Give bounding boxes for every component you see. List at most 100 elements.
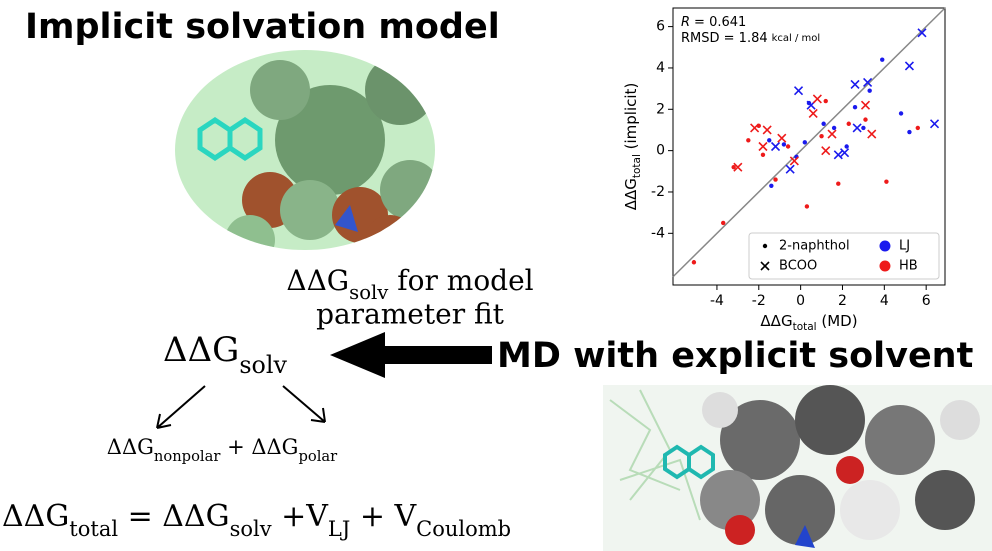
subscript: total bbox=[631, 154, 643, 178]
rmsd: RMSD = 1.84 bbox=[681, 31, 768, 46]
x-marker bbox=[760, 261, 770, 271]
r-annotation: R = 0.641 bbox=[681, 15, 746, 30]
x-tick-label: -2 bbox=[752, 293, 766, 309]
x-tick-label: 2 bbox=[838, 293, 847, 309]
subscript: solv bbox=[349, 281, 389, 304]
fit-label: ΔΔGsolv for model bbox=[286, 264, 533, 305]
x-marker bbox=[840, 148, 850, 158]
dot-marker bbox=[852, 105, 858, 110]
legend-label: 2-naphthol bbox=[779, 239, 850, 254]
dot-marker bbox=[691, 260, 697, 265]
dot-marker bbox=[760, 152, 766, 157]
text-part: + V bbox=[350, 499, 417, 534]
x-marker bbox=[733, 162, 743, 172]
x-marker bbox=[808, 108, 818, 118]
text-part: +V bbox=[272, 499, 330, 534]
implicit-model-image bbox=[175, 50, 435, 250]
x-marker bbox=[793, 86, 804, 96]
dot-marker bbox=[721, 220, 726, 226]
legend-box bbox=[748, 232, 940, 280]
x-tick-label: 4 bbox=[880, 293, 889, 309]
dot-marker bbox=[844, 144, 849, 149]
legend-label: BCOO bbox=[779, 259, 817, 274]
subscript: polar bbox=[298, 448, 338, 465]
r-value: = 0.641 bbox=[694, 15, 746, 30]
rmsd-unit: kcal / mol bbox=[772, 33, 821, 44]
dot-marker bbox=[898, 111, 904, 116]
subscript: solv bbox=[230, 517, 272, 541]
subscript: total bbox=[69, 517, 118, 541]
diagonal bbox=[672, 7, 946, 278]
x-marker bbox=[770, 141, 781, 152]
subscript: LJ bbox=[328, 517, 350, 541]
x-marker bbox=[833, 150, 843, 160]
y-tick-label: 4 bbox=[656, 60, 665, 76]
title: Implicit solvation model bbox=[25, 7, 500, 47]
x-marker bbox=[789, 156, 799, 166]
x-marker bbox=[929, 119, 940, 129]
x-marker bbox=[917, 28, 927, 38]
y-tick-label: 6 bbox=[656, 19, 665, 35]
split-label: ΔΔGnonpolar + ΔΔGpolar bbox=[107, 435, 338, 465]
dot-marker bbox=[861, 125, 866, 131]
fit-label-2: parameter fit bbox=[316, 298, 505, 331]
text-part: ΔΔG bbox=[286, 264, 349, 297]
text-part: (implicit) bbox=[622, 83, 640, 154]
dot-marker bbox=[831, 125, 837, 131]
text-part: for model bbox=[388, 264, 533, 297]
dot-marker bbox=[802, 140, 808, 145]
split-arrows bbox=[156, 385, 326, 429]
text-part: ΔΔG bbox=[760, 312, 792, 330]
dot-marker bbox=[836, 181, 841, 186]
text-part: (MD) bbox=[817, 312, 858, 330]
y-tick-label: -2 bbox=[651, 184, 665, 200]
solv-label: ΔΔGsolv bbox=[163, 330, 287, 379]
dot-marker bbox=[785, 144, 791, 149]
x-marker bbox=[821, 146, 831, 156]
dot-marker bbox=[879, 260, 891, 272]
dot-marker bbox=[907, 129, 912, 135]
y-tick-label: -4 bbox=[651, 225, 665, 241]
subscript: total bbox=[793, 321, 817, 333]
dot-marker bbox=[821, 121, 826, 126]
y-axis-label: ΔΔGtotal (implicit) bbox=[622, 83, 644, 211]
dot-marker bbox=[781, 142, 787, 147]
dot-marker bbox=[804, 204, 810, 209]
x-axis-label: ΔΔGtotal (MD) bbox=[760, 312, 857, 334]
dot-marker bbox=[879, 240, 891, 252]
dot-marker bbox=[767, 138, 772, 143]
dot-marker bbox=[762, 243, 768, 249]
x-marker bbox=[812, 94, 822, 104]
x-marker bbox=[852, 123, 862, 133]
x-marker bbox=[850, 79, 860, 90]
x-tick-label: -4 bbox=[710, 293, 724, 309]
legend-label: HB bbox=[899, 259, 918, 274]
x-marker bbox=[827, 129, 837, 139]
text-part: ΔΔG bbox=[2, 499, 69, 534]
r-symbol: R bbox=[681, 15, 690, 30]
x-marker bbox=[785, 164, 795, 174]
x-marker bbox=[762, 125, 772, 135]
big-arrow bbox=[330, 332, 492, 378]
x-tick-label: 0 bbox=[796, 293, 805, 309]
text-part: + ΔΔG bbox=[220, 435, 298, 459]
rmsd-annotation: RMSD = 1.84 kcal / mol bbox=[681, 31, 820, 46]
x-marker bbox=[758, 141, 768, 152]
x-marker bbox=[860, 100, 871, 110]
dot-marker bbox=[746, 138, 751, 143]
dot-marker bbox=[819, 133, 824, 139]
dot-marker bbox=[884, 179, 889, 184]
x-marker bbox=[863, 77, 873, 87]
y-tick-label: 0 bbox=[656, 143, 665, 159]
dot-marker bbox=[731, 164, 736, 170]
dot-marker bbox=[769, 183, 774, 188]
dot-marker bbox=[773, 177, 778, 182]
x-tick-label: 6 bbox=[922, 293, 931, 309]
subscript: Coulomb bbox=[416, 517, 511, 541]
dot-marker bbox=[915, 125, 920, 131]
subscript: nonpolar bbox=[154, 448, 221, 465]
dot-marker bbox=[867, 88, 872, 93]
